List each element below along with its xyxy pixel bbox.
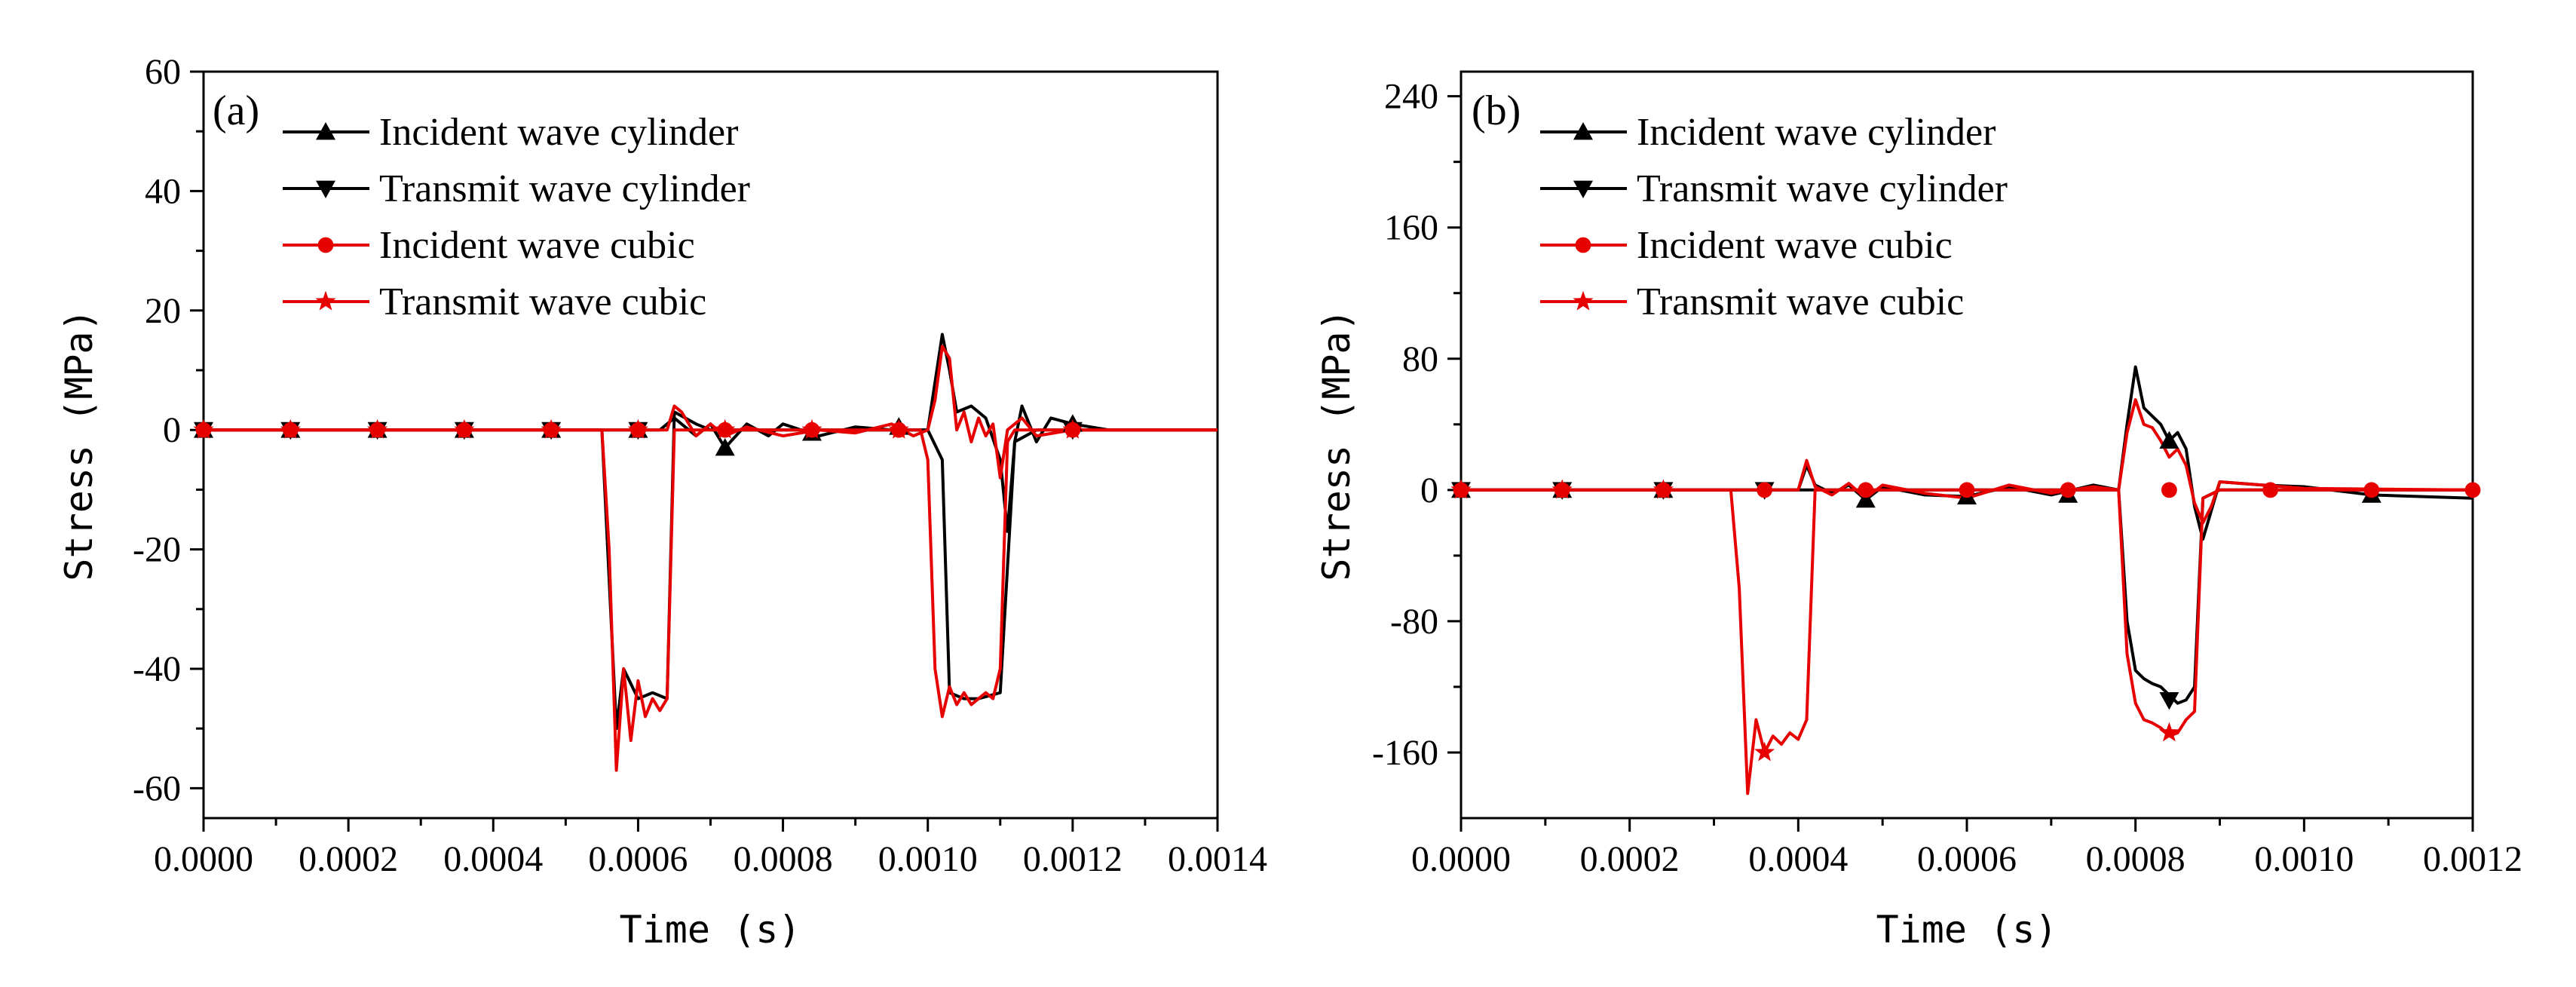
x-tick-label: 0.0000 xyxy=(154,839,253,879)
series-point xyxy=(2158,722,2179,742)
series-point xyxy=(2464,482,2481,498)
x-tick-label: 0.0006 xyxy=(588,839,688,879)
series-point xyxy=(888,418,909,439)
y-tick-label: -60 xyxy=(133,768,181,808)
x-tick-label: 0.0008 xyxy=(734,839,833,879)
x-tick-label: 0.0004 xyxy=(443,839,543,879)
y-tick-label: -20 xyxy=(133,530,181,570)
legend-marker xyxy=(316,122,335,140)
series-point xyxy=(2262,482,2279,498)
y-tick-label: -80 xyxy=(1390,602,1438,642)
series-point xyxy=(801,418,822,439)
y-axis-label: Stress (MPa) xyxy=(1315,308,1358,581)
series-markers xyxy=(193,414,1083,456)
panel-label: (b) xyxy=(1472,87,1521,134)
x-tick-label: 0.0000 xyxy=(1411,839,1511,879)
series-point xyxy=(715,437,735,456)
y-axis-label: Stress (MPa) xyxy=(57,308,101,581)
series-point xyxy=(1450,479,1472,499)
series-point xyxy=(1754,741,1775,762)
legend: Incident wave cylinder Transmit wave cyli… xyxy=(283,111,750,323)
series-point xyxy=(1757,482,1773,498)
series-point xyxy=(1855,489,1876,508)
x-tick-label: 0.0004 xyxy=(1748,839,1848,879)
series-lines xyxy=(1461,365,2473,795)
series-line-3 xyxy=(1461,398,2473,525)
x-axis-label: Time (s) xyxy=(1876,908,2058,952)
legend-marker xyxy=(1575,237,1591,253)
series-line-3 xyxy=(204,345,1218,480)
y-tick-label: 0 xyxy=(163,410,181,450)
x-tick-label: 0.0010 xyxy=(2254,839,2354,879)
legend-label: Incident wave cylinder xyxy=(379,111,738,154)
series-line-2 xyxy=(1461,488,2473,705)
legend-label: Incident wave cubic xyxy=(379,224,695,267)
legend-label: Incident wave cubic xyxy=(1637,224,1953,267)
series-point xyxy=(541,418,562,439)
chart-panel-b: 0.0000 0.0002 0.0004 0.0006 0.0008 0.0010 0.00… xyxy=(1315,70,2522,952)
series-point xyxy=(2060,482,2076,498)
y-tick-labels: -160 -80 0 80 160 240 xyxy=(1372,77,1438,773)
y-tick-label: 0 xyxy=(1420,471,1438,510)
y-tick-label: 60 xyxy=(145,52,181,92)
legend: Incident wave cylinder Transmit wave cyli… xyxy=(1540,111,2008,323)
y-tick-label: 160 xyxy=(1384,208,1438,248)
legend-marker xyxy=(1573,122,1593,140)
y-tick-label: 240 xyxy=(1384,77,1438,117)
y-tick-label: 20 xyxy=(145,291,181,331)
legend-marker xyxy=(317,237,334,253)
x-tick-label: 0.0008 xyxy=(2086,839,2185,879)
x-tick-label: 0.0002 xyxy=(1580,839,1680,879)
series-point xyxy=(280,418,301,439)
series-point xyxy=(1652,479,1674,499)
x-tick-label: 0.0012 xyxy=(2423,839,2522,879)
x-tick-label: 0.0014 xyxy=(1168,839,1267,879)
legend-marker xyxy=(316,180,335,198)
legend-marker xyxy=(1573,290,1594,311)
y-tick-label: -40 xyxy=(133,649,181,689)
series-line-1 xyxy=(1461,365,2473,541)
series-point xyxy=(454,418,475,439)
series-point xyxy=(715,418,736,439)
series-point xyxy=(1062,418,1083,439)
series-point xyxy=(193,418,214,439)
series-point xyxy=(2159,431,2179,449)
chart-panel-a: 0.0000 0.0002 0.0004 0.0006 0.0008 0.0010 0.00… xyxy=(57,52,1267,952)
x-axis-label: Time (s) xyxy=(620,908,801,952)
x-tick-label: 0.0002 xyxy=(299,839,398,879)
panel-label: (a) xyxy=(213,87,259,134)
series-lines xyxy=(204,333,1218,772)
y-tick-label: -160 xyxy=(1372,733,1438,773)
series-point xyxy=(2159,691,2179,710)
series-point xyxy=(627,418,648,439)
x-tick-label: 0.0010 xyxy=(878,839,978,879)
legend-label: Transmit wave cubic xyxy=(1637,280,1964,323)
series-line-2 xyxy=(204,410,1218,731)
x-tick-labels: 0.0000 0.0002 0.0004 0.0006 0.0008 0.0010 0.00… xyxy=(154,839,1267,879)
legend-marker xyxy=(1573,180,1593,198)
series-markers xyxy=(1450,431,2481,762)
series-line-4 xyxy=(1461,488,2473,795)
series-point xyxy=(367,418,388,439)
series-point xyxy=(2363,482,2380,498)
y-tick-label: 40 xyxy=(145,171,181,211)
x-tick-labels: 0.0000 0.0002 0.0004 0.0006 0.0008 0.0010 0.00… xyxy=(1411,839,2522,879)
y-tick-labels: -60 -40 -20 0 20 40 60 xyxy=(133,52,181,808)
series-point xyxy=(2161,482,2177,498)
legend-label: Transmit wave cubic xyxy=(379,280,706,323)
series-point xyxy=(1551,479,1573,499)
legend-label: Transmit wave cylinder xyxy=(1637,167,2008,210)
series-line-4 xyxy=(204,428,1218,772)
x-tick-label: 0.0012 xyxy=(1023,839,1123,879)
legend-marker xyxy=(315,290,336,311)
y-tick-label: 80 xyxy=(1402,339,1438,379)
x-tick-label: 0.0006 xyxy=(1917,839,2017,879)
legend-label: Incident wave cylinder xyxy=(1637,111,1996,154)
series-point xyxy=(1959,482,1975,498)
legend-label: Transmit wave cylinder xyxy=(379,167,750,210)
series-point xyxy=(1858,482,1874,498)
